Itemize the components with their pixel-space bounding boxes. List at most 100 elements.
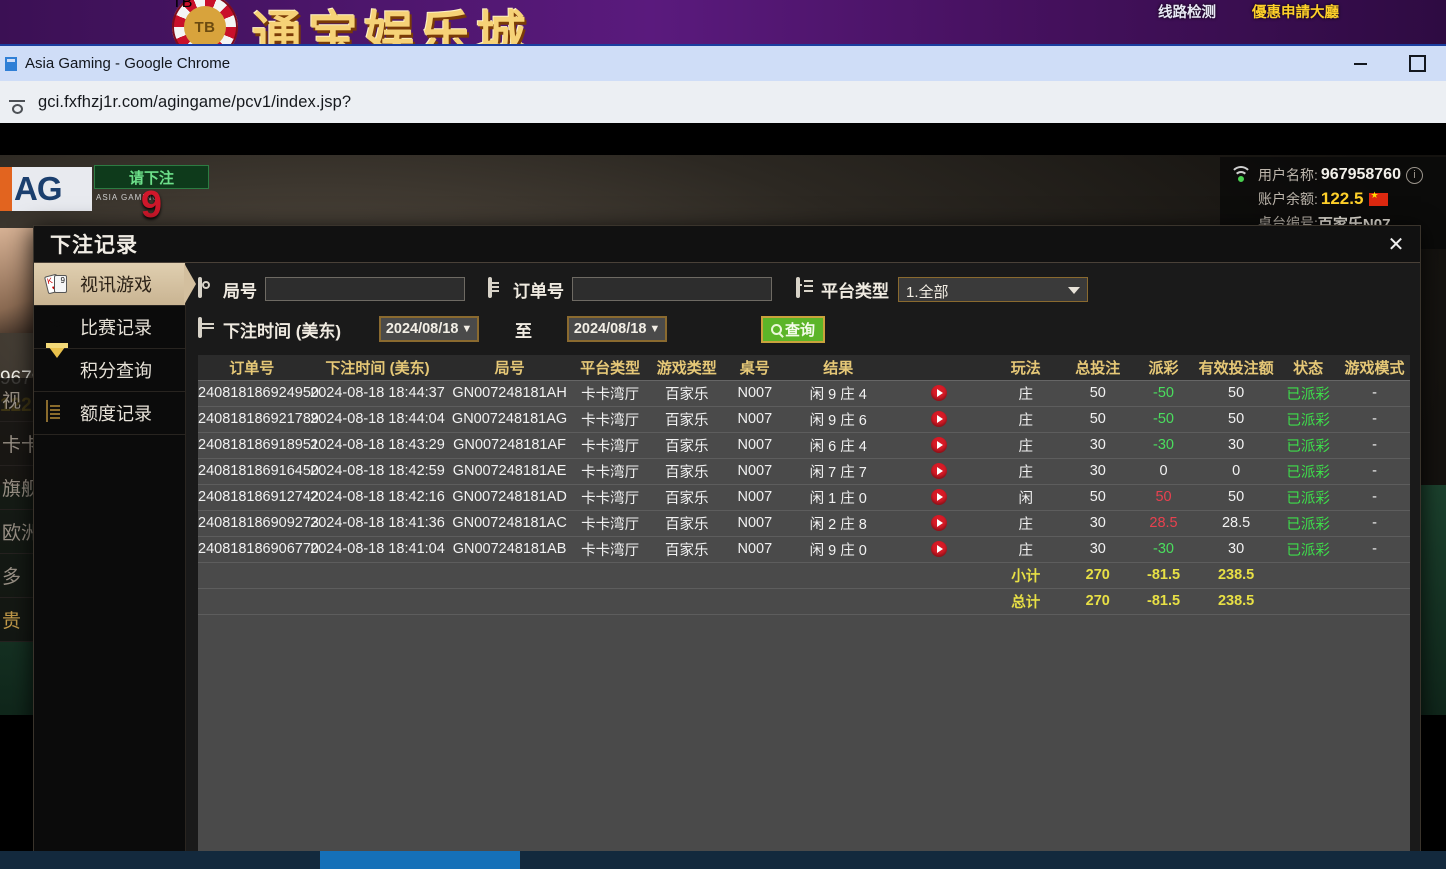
cell-payout: -30: [1132, 536, 1195, 563]
cell-result: 闲 6 庄 4: [786, 432, 890, 459]
table-row[interactable]: 240818186909273 2024-08-18 18:41:36 GN0072…: [198, 510, 1410, 537]
sidebar-item-video-games[interactable]: ♥ 视讯游戏: [34, 263, 196, 306]
hud-username-row: 用户名称: 967958760 i: [1228, 163, 1440, 187]
table-row[interactable]: 240818186918951 2024-08-18 18:43:29 GN0072…: [198, 432, 1410, 459]
col-bet-time[interactable]: 下注时间 (美东): [305, 355, 450, 381]
play-icon[interactable]: [930, 515, 947, 532]
cell-replay[interactable]: [889, 380, 989, 407]
cell-platform: 卡卡湾厅: [569, 406, 651, 433]
table-row[interactable]: 240818186906770 2024-08-18 18:41:04 GN0072…: [198, 536, 1410, 563]
cell-payout: -30: [1132, 432, 1195, 459]
col-valid-bet[interactable]: 有效投注额: [1194, 355, 1278, 381]
sidebar-item-points-query[interactable]: 积分查询: [34, 343, 185, 392]
platform-select[interactable]: 1.全部: [898, 276, 1088, 302]
cell-bet-time: 2024-08-18 18:44:37: [305, 380, 450, 407]
col-round-no[interactable]: 局号: [449, 355, 570, 381]
col-game-type[interactable]: 游戏类型: [650, 355, 723, 381]
summary-empty-cell: [305, 562, 450, 589]
cell-platform: 卡卡湾厅: [569, 380, 651, 407]
cell-replay[interactable]: [889, 458, 989, 485]
query-button[interactable]: 查询: [761, 315, 826, 343]
cell-replay[interactable]: [889, 432, 989, 459]
page-info-icon[interactable]: [8, 93, 26, 114]
col-result[interactable]: 结果: [786, 355, 890, 381]
url-text[interactable]: gci.fxfhzj1r.com/agingame/pcv1/index.jsp…: [38, 92, 352, 111]
cell-game-type: 百家乐: [650, 380, 723, 407]
col-replay: [889, 355, 989, 381]
casino-banner: TB 通宝娱乐城 线路检测 優惠申請大廳: [0, 0, 1446, 46]
minimize-button[interactable]: [1332, 46, 1389, 81]
summary-empty-cell: [1277, 562, 1339, 589]
asia-gaming-logo: AG ASIA GAMING: [0, 167, 158, 211]
table-row[interactable]: 240818186921789 2024-08-18 18:44:04 GN0072…: [198, 406, 1410, 433]
taskbar-active-item[interactable]: [320, 851, 520, 869]
nav-promo-hall[interactable]: 優惠申請大廳: [1252, 5, 1339, 21]
cell-replay[interactable]: [889, 510, 989, 537]
lobby-menu-item-4[interactable]: 多: [0, 554, 36, 598]
summary-payout: -81.5: [1132, 588, 1195, 615]
play-icon[interactable]: [930, 489, 947, 506]
close-icon[interactable]: ✕: [1387, 234, 1405, 256]
lobby-side-menu: 视 卡卡 旗舰 欧洲 多 贵: [0, 378, 36, 642]
lobby-menu-item-0[interactable]: 视: [0, 378, 36, 422]
play-icon[interactable]: [930, 437, 947, 454]
play-icon[interactable]: [930, 385, 947, 402]
cell-order-no: 240818186909273: [198, 510, 319, 537]
order-input[interactable]: [572, 277, 772, 301]
play-icon[interactable]: [930, 541, 947, 558]
lobby-menu-item-5[interactable]: 贵: [0, 598, 36, 642]
cell-replay[interactable]: [889, 406, 989, 433]
table-row[interactable]: 240818186916450 2024-08-18 18:42:59 GN0072…: [198, 458, 1410, 485]
info-icon[interactable]: i: [1405, 166, 1423, 184]
col-bet-type[interactable]: 玩法: [988, 355, 1064, 381]
col-table-no[interactable]: 桌号: [722, 355, 787, 381]
cell-replay[interactable]: [889, 536, 989, 563]
summary-payout: -81.5: [1132, 562, 1195, 589]
col-total-bet[interactable]: 总投注: [1063, 355, 1133, 381]
cell-table-no: N007: [722, 510, 787, 537]
summary-label: 小计: [988, 562, 1064, 589]
cell-valid-bet: 30: [1194, 432, 1278, 459]
casino-logo-text: 通宝娱乐城: [252, 6, 532, 46]
nav-line-check[interactable]: 线路检测: [1158, 5, 1216, 21]
sidebar-item-credit-records[interactable]: 额度记录: [34, 392, 185, 435]
table-row[interactable]: 240818186912742 2024-08-18 18:42:16 GN0072…: [198, 484, 1410, 511]
hud-balance-row: 账户余额: 122.5: [1228, 187, 1440, 211]
col-status[interactable]: 状态: [1277, 355, 1339, 381]
dialog-content: 局号 订单号 平台类型 1.全部: [186, 263, 1420, 864]
dialog-title: 下注记录: [50, 234, 138, 257]
cell-replay[interactable]: [889, 484, 989, 511]
cell-total-bet: 50: [1063, 484, 1133, 511]
play-icon[interactable]: [930, 463, 947, 480]
lobby-menu-item-2[interactable]: 旗舰: [0, 466, 36, 510]
filter-order: 订单号: [488, 277, 772, 302]
table-body: 240818186924950 2024-08-18 18:44:37 GN0072…: [198, 380, 1410, 864]
col-order-no[interactable]: 订单号: [198, 355, 306, 381]
date-to-value: 2024/08/18: [573, 321, 647, 337]
sidebar-item-match-records[interactable]: 比赛记录: [34, 306, 185, 349]
date-to-picker[interactable]: 2024/08/18 ▼: [567, 316, 668, 342]
document-icon: [46, 400, 70, 425]
cell-platform: 卡卡湾厅: [569, 536, 651, 563]
cell-valid-bet: 50: [1194, 380, 1278, 407]
maximize-button[interactable]: [1389, 46, 1446, 81]
lobby-menu-item-1[interactable]: 卡卡: [0, 422, 36, 466]
cell-valid-bet: 0: [1194, 458, 1278, 485]
window-controls: [1332, 46, 1446, 81]
cell-status: 已派彩: [1277, 510, 1339, 537]
col-platform[interactable]: 平台类型: [569, 355, 651, 381]
cell-status: 已派彩: [1277, 432, 1339, 459]
summary-total-bet: 270: [1063, 588, 1133, 615]
cell-round-no: GN007248181AH: [449, 380, 570, 407]
browser-urlbar[interactable]: gci.fxfhzj1r.com/agingame/pcv1/index.jsp…: [0, 81, 1446, 123]
lobby-menu-item-3[interactable]: 欧洲: [0, 510, 36, 554]
sidebar-label-1: 比赛记录: [80, 318, 152, 338]
date-from-picker[interactable]: 2024/08/18 ▼: [379, 316, 480, 342]
col-game-mode[interactable]: 游戏模式: [1339, 355, 1410, 381]
play-icon[interactable]: [930, 411, 947, 428]
round-input[interactable]: [265, 277, 465, 301]
filter-round-label: 局号: [223, 281, 257, 301]
cell-table-no: N007: [722, 458, 787, 485]
col-payout[interactable]: 派彩: [1132, 355, 1195, 381]
table-row[interactable]: 240818186924950 2024-08-18 18:44:37 GN0072…: [198, 380, 1410, 407]
